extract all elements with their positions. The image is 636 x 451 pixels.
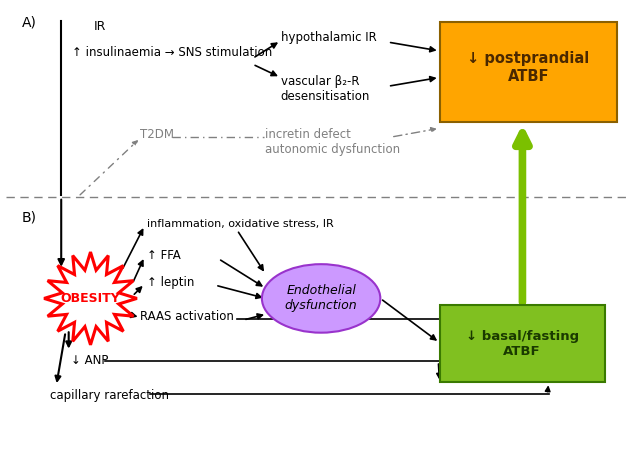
FancyBboxPatch shape [439, 305, 605, 382]
Text: OBESITY: OBESITY [60, 292, 120, 305]
Text: capillary rarefaction: capillary rarefaction [50, 389, 169, 402]
Text: T2DM: T2DM [141, 128, 174, 141]
Text: Endothelial
dysfunction: Endothelial dysfunction [285, 285, 357, 313]
Text: ↓ ANP: ↓ ANP [71, 354, 108, 367]
Text: ↓ postprandial
ATBF: ↓ postprandial ATBF [467, 51, 590, 84]
Text: ↑ insulinaemia → SNS stimulation: ↑ insulinaemia → SNS stimulation [72, 46, 272, 60]
Text: IR: IR [93, 20, 106, 33]
Text: inflammation, oxidative stress, IR: inflammation, oxidative stress, IR [147, 219, 333, 229]
Text: hypothalamic IR: hypothalamic IR [280, 31, 377, 44]
Text: A): A) [22, 16, 37, 30]
Text: RAAS activation: RAAS activation [141, 310, 234, 323]
Text: ↑ leptin: ↑ leptin [147, 276, 194, 290]
Text: ↓ basal/fasting
ATBF: ↓ basal/fasting ATBF [466, 330, 579, 358]
Text: incretin defect
autonomic dysfunction: incretin defect autonomic dysfunction [265, 128, 400, 156]
Text: ↑ FFA: ↑ FFA [147, 249, 181, 262]
Text: vascular β₂-R
desensitisation: vascular β₂-R desensitisation [280, 75, 370, 103]
FancyBboxPatch shape [439, 22, 617, 122]
Text: B): B) [22, 210, 37, 224]
Polygon shape [44, 252, 137, 345]
Ellipse shape [262, 264, 380, 333]
